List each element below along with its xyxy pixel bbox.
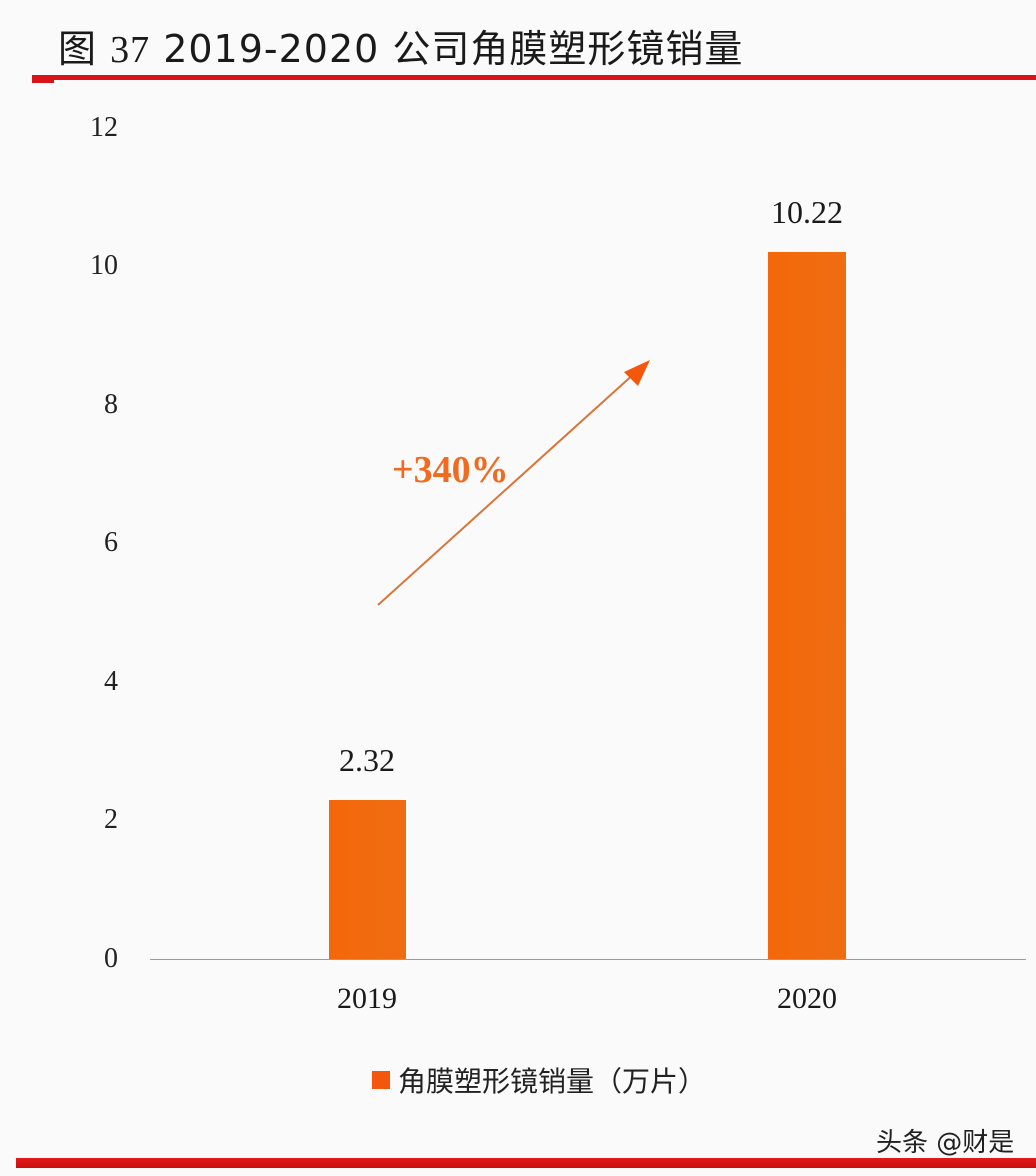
y-tick-12: 12 — [90, 112, 118, 143]
title-divider-accent — [32, 75, 54, 83]
figure-prefix: 图 — [58, 27, 98, 71]
bar-2019 — [329, 800, 406, 959]
chart-title: 图 37 2019-2020 公司角膜塑形镜销量 — [58, 18, 743, 73]
bar-2020 — [768, 252, 846, 959]
y-tick-8: 8 — [104, 389, 118, 420]
watermark: 头条 @财是 — [876, 1128, 1015, 1158]
title-text: 2019-2020 公司角膜塑形镜销量 — [163, 27, 744, 71]
bottom-divider — [16, 1158, 1036, 1168]
growth-annotation: +340% — [392, 449, 509, 491]
figure-number: 37 — [110, 29, 151, 71]
bar-label-2019: 2.32 — [339, 742, 395, 778]
y-tick-0: 0 — [104, 943, 118, 974]
y-tick-4: 4 — [104, 666, 118, 697]
y-tick-6: 6 — [104, 527, 118, 558]
legend-label: 角膜塑形镜销量（万片） — [398, 1065, 707, 1098]
bar-label-2020: 10.22 — [771, 194, 843, 230]
legend-swatch-icon — [372, 1071, 390, 1089]
legend: 角膜塑形镜销量（万片） — [372, 1060, 706, 1100]
title-divider — [32, 75, 1036, 80]
x-axis-line — [150, 959, 1026, 960]
y-tick-2: 2 — [104, 804, 118, 835]
y-tick-10: 10 — [90, 250, 118, 281]
x-tick-2019: 2019 — [337, 982, 397, 1015]
x-tick-2020: 2020 — [777, 982, 837, 1015]
